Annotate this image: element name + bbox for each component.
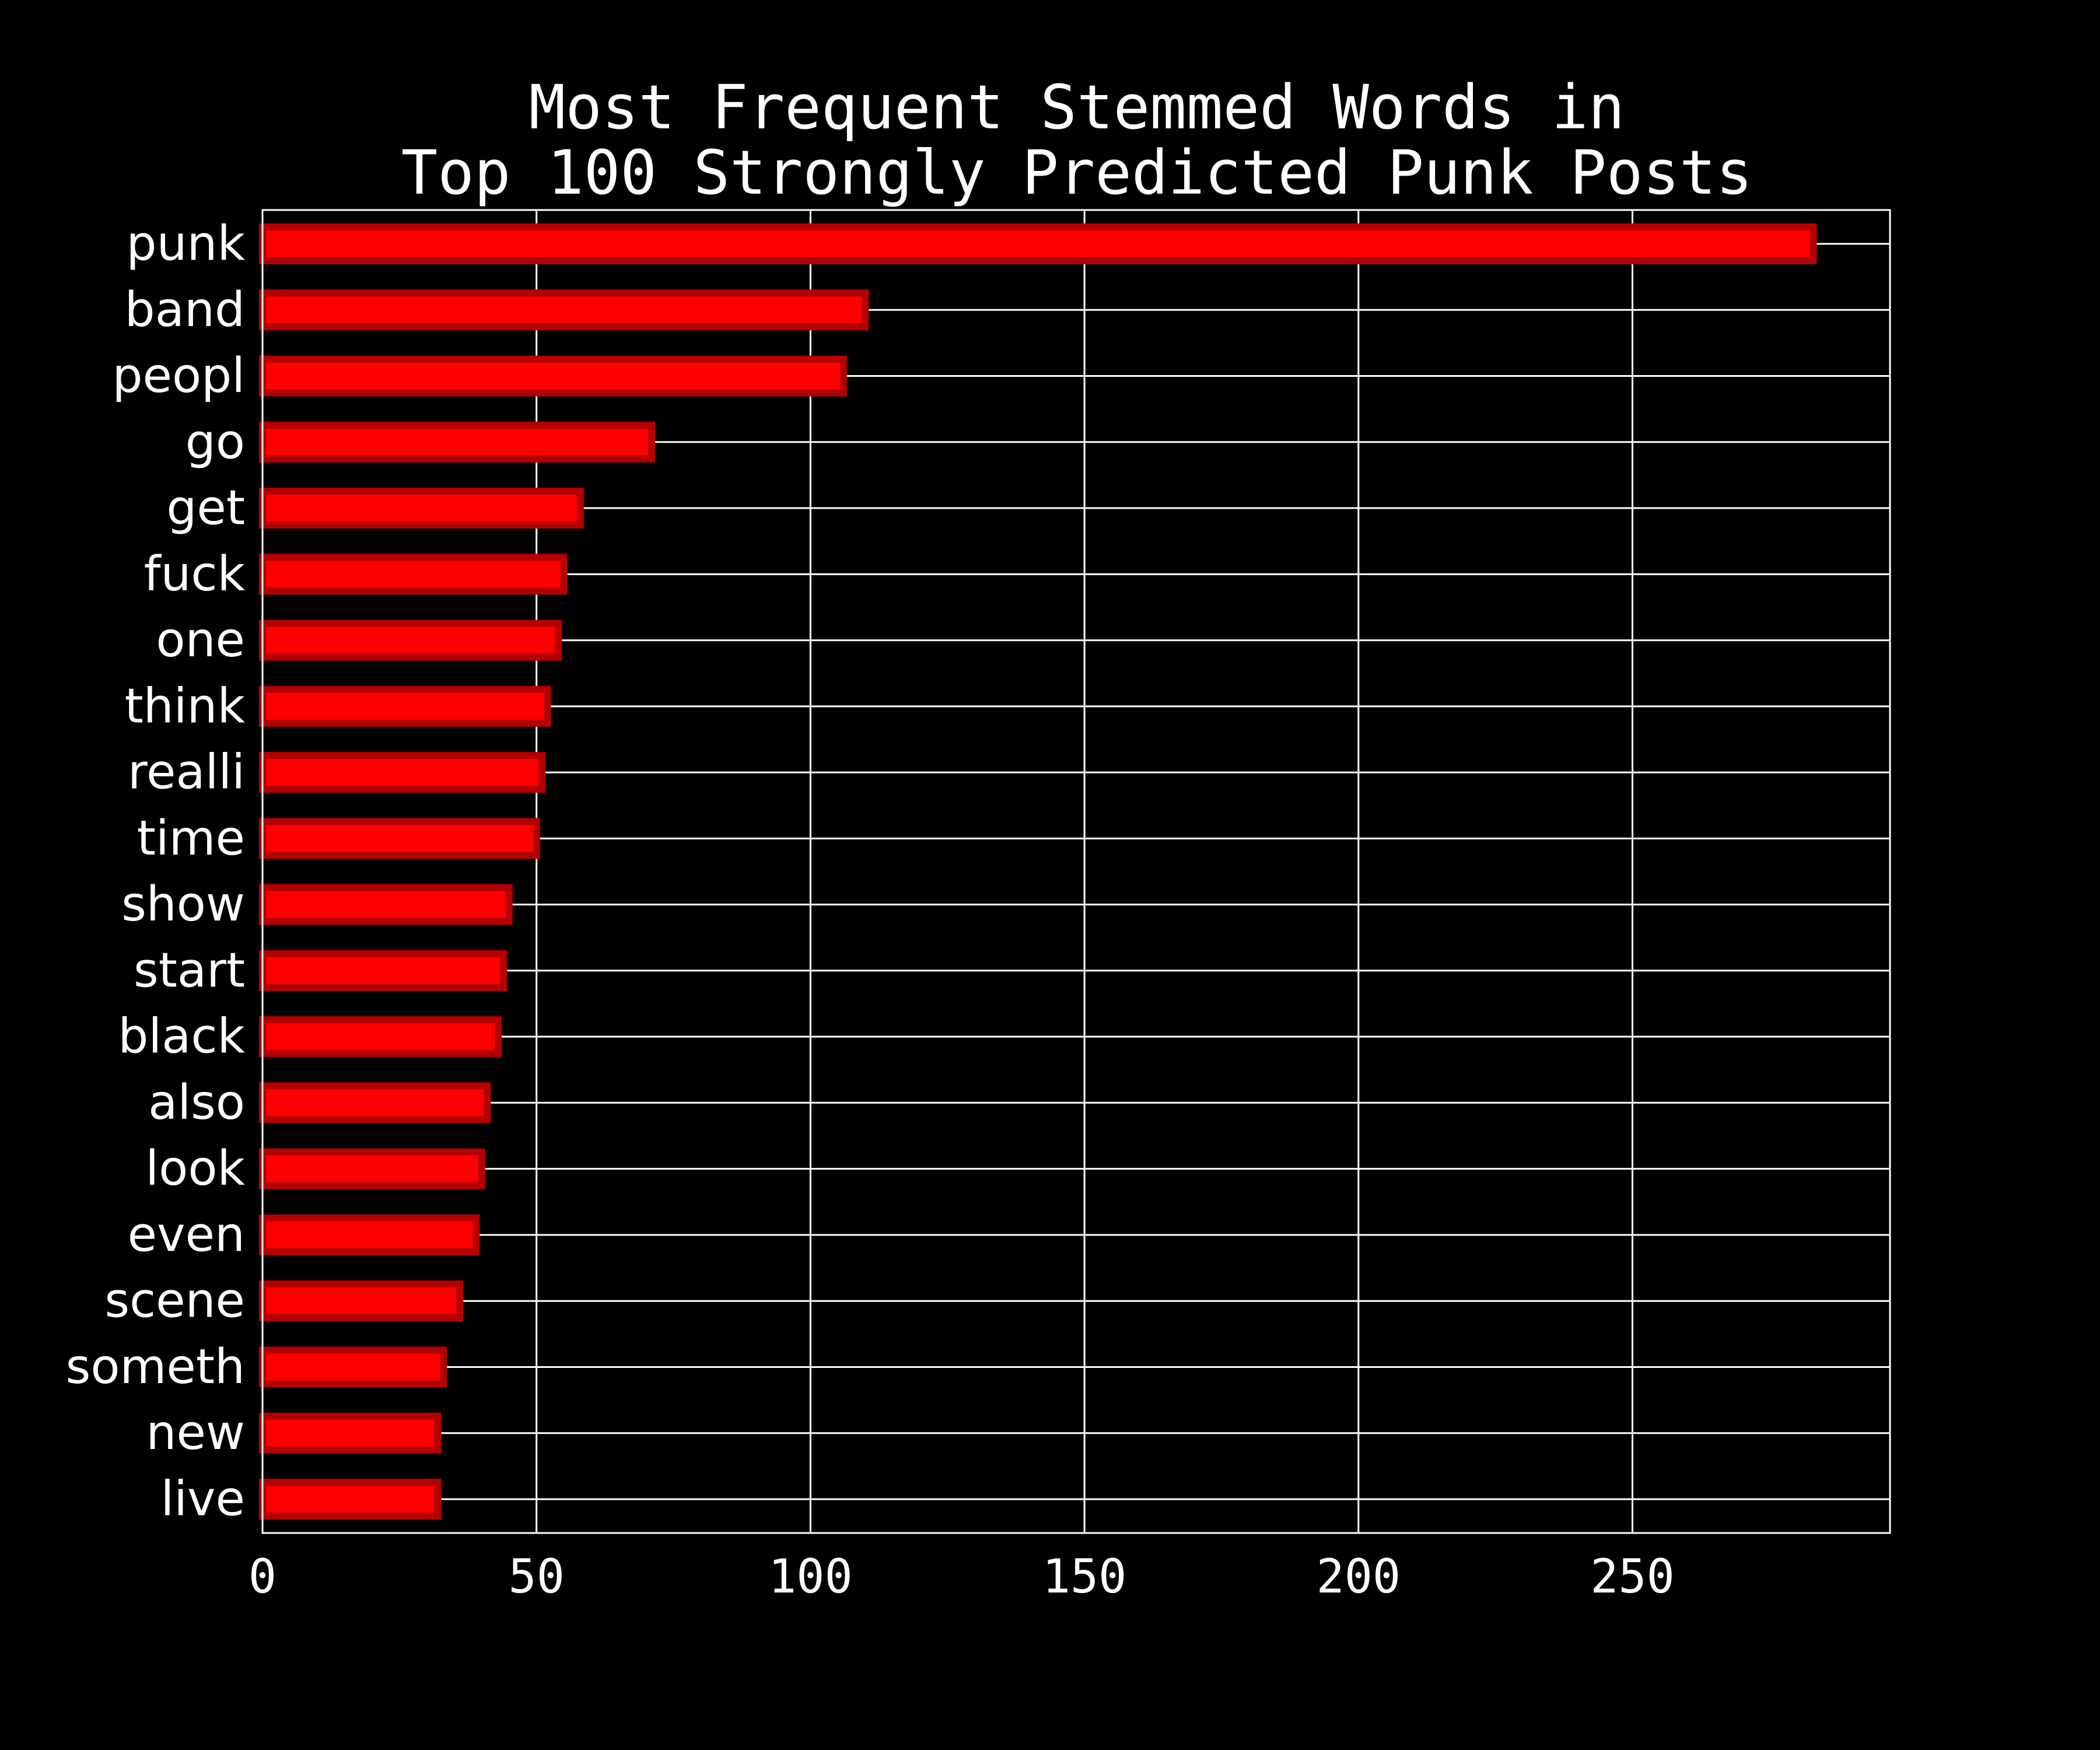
x-tick-label: 0	[249, 1549, 276, 1604]
chart-title-line-1: Most Frequent Stemmed Words in	[529, 72, 1625, 143]
category-label-black: black	[118, 1009, 245, 1065]
category-label-new: new	[146, 1405, 246, 1461]
category-label-punk: punk	[127, 216, 246, 272]
bars	[259, 223, 1817, 1520]
category-label-live: live	[160, 1472, 245, 1527]
bar-start	[259, 950, 508, 991]
bar-punk	[259, 223, 1817, 264]
category-label-also: also	[148, 1075, 245, 1130]
category-label-start: start	[134, 943, 245, 998]
category-label-scene: scene	[104, 1273, 245, 1329]
category-label-one: one	[156, 612, 245, 668]
bar-go	[259, 421, 655, 463]
category-label-fuck: fuck	[144, 547, 246, 602]
category-label-someth: someth	[66, 1339, 245, 1395]
bar-one	[259, 620, 562, 661]
category-label-band: band	[125, 282, 245, 338]
bar-fuck	[259, 554, 568, 595]
bar-even	[259, 1214, 480, 1255]
x-tick-label: 150	[1042, 1549, 1127, 1604]
bar-show	[259, 884, 513, 925]
plot-frame	[261, 209, 1891, 1534]
bar-scene	[259, 1280, 464, 1322]
x-tick-label: 200	[1317, 1549, 1401, 1604]
category-label-think: think	[125, 678, 246, 734]
category-label-even: even	[128, 1207, 245, 1262]
bar-time	[259, 818, 540, 859]
bar-look	[259, 1148, 485, 1189]
bar-think	[259, 685, 551, 727]
chart-title-line-2: Top 100 Strongly Predicted Punk Posts	[401, 137, 1753, 208]
bar-new	[259, 1412, 442, 1454]
bar-peopl	[259, 355, 847, 397]
category-label-realli: realli	[128, 745, 245, 800]
x-tick-label: 50	[509, 1549, 565, 1604]
bar-also	[259, 1082, 491, 1124]
x-tick-labels: 0 50 100 150 200 250	[249, 1549, 1675, 1604]
category-label-peopl: peopl	[112, 348, 245, 404]
category-labels: punk band peopl go get fuck one think realli time…	[66, 216, 246, 1527]
bar-band	[259, 289, 869, 331]
category-label-get: get	[166, 481, 245, 536]
x-tick-label: 100	[768, 1549, 853, 1604]
bar-live	[259, 1479, 442, 1520]
bar-realli	[259, 752, 546, 793]
bar-someth	[259, 1346, 447, 1388]
category-label-time: time	[137, 811, 245, 866]
category-label-show: show	[121, 877, 245, 932]
category-label-look: look	[145, 1141, 245, 1196]
x-tick-label: 250	[1590, 1549, 1675, 1604]
bar-get	[259, 488, 584, 529]
bar-black	[259, 1016, 502, 1058]
category-label-go: go	[186, 414, 245, 470]
